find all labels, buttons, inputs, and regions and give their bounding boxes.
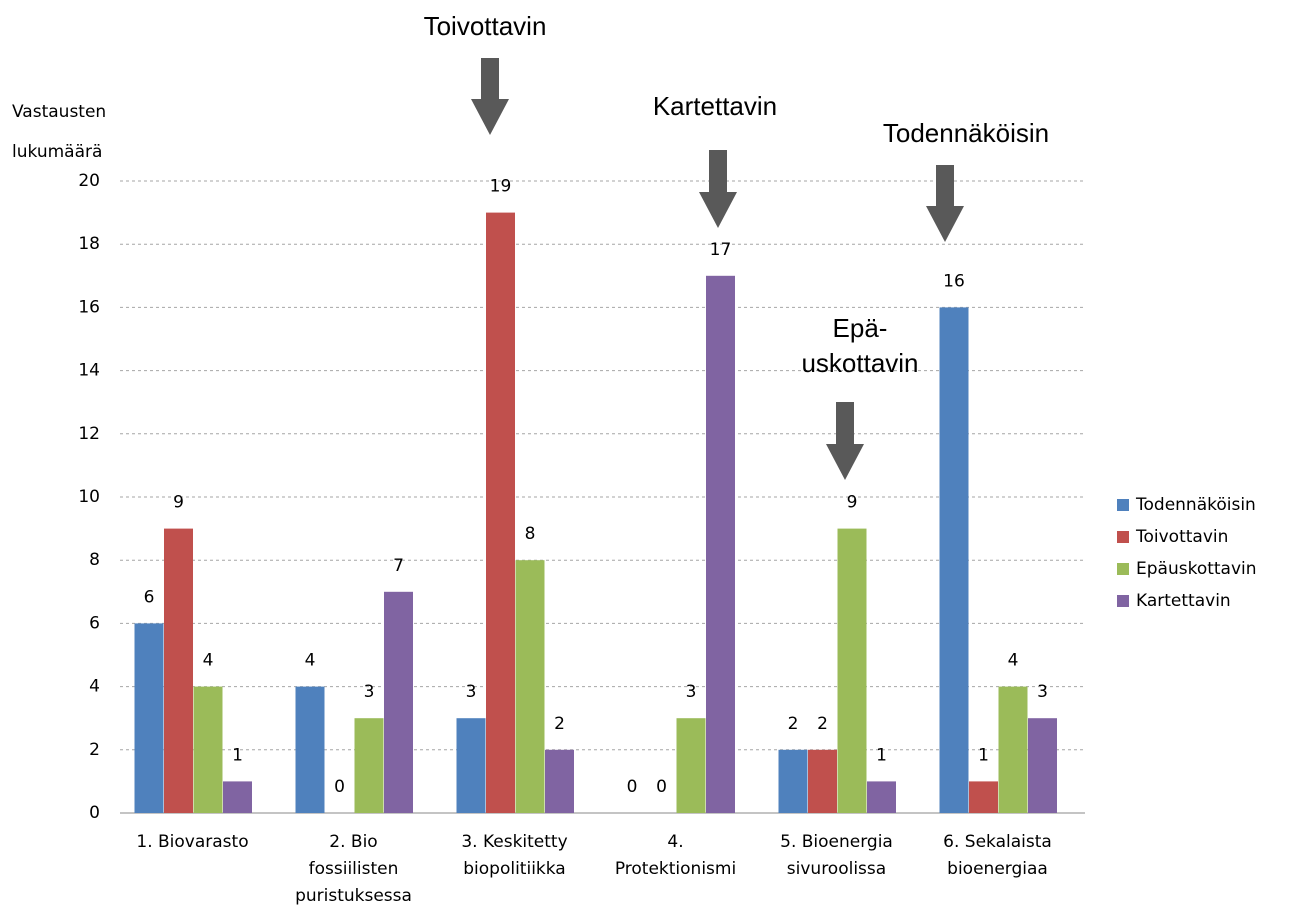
data-label: 1 — [232, 745, 243, 765]
annotation: Epä-uskottavin — [801, 313, 918, 378]
data-label: 17 — [710, 240, 732, 260]
x-tick-label: 2. Bio fossiilisten puristuksessa — [295, 832, 412, 906]
bar — [384, 591, 413, 813]
x-tick-label: 5. Bioenergia sivuroolissa — [780, 832, 893, 879]
annotation-arrow — [471, 58, 509, 135]
data-label: 0 — [334, 777, 345, 797]
x-tick-label: 4. Protektionismi — [615, 832, 736, 879]
data-label: 3 — [466, 682, 477, 702]
y-tick-label: 6 — [89, 613, 100, 633]
data-label: 0 — [656, 777, 667, 797]
y-axis-title: Vastausten lukumäärä — [12, 102, 106, 162]
bar — [969, 781, 998, 813]
annotation: Todennäköisin — [883, 118, 1049, 148]
data-label: 2 — [817, 714, 828, 734]
legend-swatch — [1117, 531, 1129, 543]
bar — [939, 307, 969, 813]
annotation-arrow — [699, 150, 737, 228]
y-tick-label: 2 — [89, 740, 100, 760]
bar — [545, 749, 574, 813]
bar — [354, 718, 384, 813]
data-label: 1 — [876, 745, 887, 765]
x-tick-label: 1. Biovarasto — [136, 832, 248, 852]
x-tick-label: 3. Keskitetty biopolitiikka — [461, 832, 567, 879]
annotation: Toivottavin — [424, 11, 547, 41]
bar — [706, 275, 735, 813]
y-tick-label: 18 — [78, 234, 100, 254]
data-label: 9 — [847, 493, 858, 513]
bar — [808, 749, 837, 813]
legend-swatch — [1117, 563, 1129, 575]
data-label: 9 — [173, 493, 184, 513]
bar — [515, 560, 545, 813]
bar — [998, 686, 1028, 813]
data-label: 2 — [788, 714, 799, 734]
bar — [867, 781, 896, 813]
legend-label: Todennäköisin — [1135, 495, 1256, 515]
bar — [676, 718, 706, 813]
data-label: 4 — [203, 651, 214, 671]
data-label: 3 — [1037, 682, 1048, 702]
annotation: Kartettavin — [653, 91, 777, 121]
bar — [778, 749, 808, 813]
legend-label: Epäuskottavin — [1136, 559, 1257, 579]
bar — [164, 528, 193, 813]
y-tick-label: 16 — [78, 297, 100, 317]
data-label: 19 — [490, 177, 512, 197]
bar — [1028, 718, 1057, 813]
y-tick-label: 14 — [78, 361, 100, 381]
data-label: 3 — [364, 682, 375, 702]
bar — [837, 528, 867, 813]
data-label: 3 — [686, 682, 697, 702]
y-tick-label: 4 — [89, 677, 100, 697]
data-label: 8 — [525, 524, 536, 544]
y-tick-label: 20 — [78, 171, 100, 191]
y-tick-label: 0 — [89, 803, 100, 823]
legend-swatch — [1117, 595, 1129, 607]
data-label: 6 — [144, 587, 155, 607]
data-label: 1 — [978, 745, 989, 765]
data-label: 7 — [393, 556, 404, 576]
legend-swatch — [1117, 499, 1129, 511]
annotation-arrow — [926, 165, 964, 242]
bar — [486, 212, 515, 814]
legend-label: Toivottavin — [1135, 527, 1228, 547]
legend-label: Kartettavin — [1136, 591, 1231, 611]
annotation-arrow — [826, 402, 864, 480]
bar — [456, 718, 486, 813]
y-tick-label: 10 — [78, 487, 100, 507]
bar — [193, 686, 223, 813]
data-label: 16 — [943, 271, 965, 291]
data-label: 2 — [554, 714, 565, 734]
bar — [223, 781, 252, 813]
y-tick-label: 12 — [78, 424, 100, 444]
x-tick-label: 6. Sekalaista bioenergiaa — [943, 832, 1052, 879]
bar — [295, 686, 325, 813]
data-label: 0 — [627, 777, 638, 797]
data-label: 4 — [1008, 651, 1019, 671]
y-tick-label: 8 — [89, 550, 100, 570]
bar — [134, 623, 164, 813]
data-label: 4 — [305, 651, 316, 671]
